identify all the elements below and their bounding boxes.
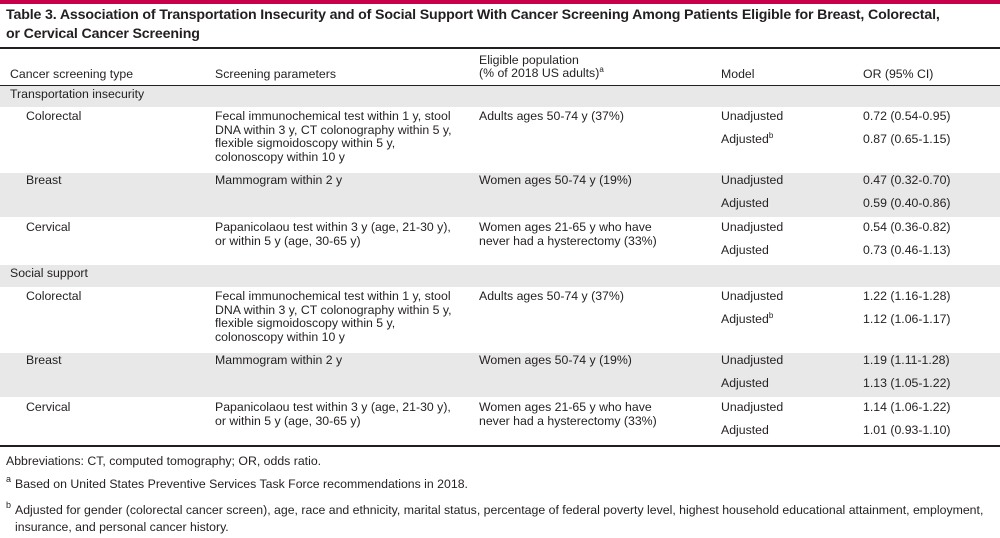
model-cell: Adjustedb [721,131,774,147]
odds-ratio-cell: 0.87 (0.65-1.15) [863,132,951,146]
eligible-population-line: never had a hysterectomy (33%) [479,413,657,428]
screening-parameters-line: Fecal immunochemical test within 1 y, st… [215,109,451,123]
eligible-population-line: Women ages 50-74 y (19%) [479,173,632,187]
odds-ratio-cell: 0.59 (0.40-0.86) [863,196,951,210]
odds-ratio-cell: 1.14 (1.06-1.22) [863,400,951,414]
screening-parameters-line: Papanicolaou test within 3 y (age, 21-30… [215,400,451,414]
row-shading [0,265,1000,287]
odds-ratio-cell: 1.12 (1.06-1.17) [863,312,951,326]
section-label: Social support [10,266,88,280]
eligible-population-line: Women ages 21-65 y who have [479,220,652,234]
model-label: Unadjusted [721,400,784,414]
odds-ratio-cell: 0.47 (0.32-0.70) [863,173,951,187]
row-shading [0,86,1000,107]
model-cell: Unadjusted [721,400,784,415]
table-title-line: or Cervical Cancer Screening [6,26,200,42]
model-cell: Unadjusted [721,220,784,235]
model-cell: Unadjusted [721,109,784,124]
screening-parameters-line: or within 5 y (age, 30-65 y) [215,413,361,428]
model-label: Adjusted [721,132,769,146]
footnote-b-marker: b [6,500,12,510]
header-eligible-population-percent-text: (% of 2018 US adults) [479,66,600,80]
model-cell: Unadjusted [721,173,784,188]
footnote-a-marker: a [599,65,604,74]
screening-parameters-line: Fecal immunochemical test within 1 y, st… [215,289,451,303]
screening-parameters-line: DNA within 3 y, CT colonography within 5… [215,122,452,137]
eligible-population-line: never had a hysterectomy (33%) [479,233,657,248]
cancer-screening-type: Breast [26,353,62,367]
header-rule [0,85,1000,86]
eligible-population-line: Adults ages 50-74 y (37%) [479,109,624,123]
odds-ratio-cell: 1.19 (1.11-1.28) [863,353,950,367]
screening-parameters-line: flexible sigmoidoscopy within 5 y, [215,136,396,151]
odds-ratio-cell: 0.73 (0.46-1.13) [863,243,951,257]
screening-parameters-line: flexible sigmoidoscopy within 5 y, [215,316,396,331]
table-title-line: Table 3. Association of Transportation I… [6,7,940,23]
footnote-b-marker: b [768,131,774,140]
model-cell: Adjusted [721,423,769,438]
model-cell: Unadjusted [721,353,784,368]
model-label: Unadjusted [721,289,784,303]
model-label: Unadjusted [721,173,784,187]
odds-ratio-cell: 1.01 (0.93-1.10) [863,423,951,437]
footnote-a-marker: a [6,474,12,484]
header-model: Model [721,67,755,81]
cancer-screening-type: Cervical [26,220,71,234]
eligible-population-line: Adults ages 50-74 y (37%) [479,289,624,303]
eligible-population-line: Women ages 21-65 y who have [479,400,652,414]
accent-bar [0,0,1000,4]
section-label: Transportation insecurity [10,87,145,101]
model-cell: Adjustedb [721,311,774,327]
screening-parameters-line: colonoscopy within 10 y [215,329,345,344]
model-label: Adjusted [721,196,769,210]
model-cell: Unadjusted [721,289,784,304]
odds-ratio-cell: 0.54 (0.36-0.82) [863,220,951,234]
row-shading [0,353,1000,397]
screening-parameters-line: colonoscopy within 10 y [215,149,345,164]
odds-ratio-cell: 1.13 (1.05-1.22) [863,376,951,390]
cancer-screening-type: Breast [26,173,62,187]
model-label: Unadjusted [721,220,784,234]
model-label: Unadjusted [721,353,784,367]
screening-parameters-line: Mammogram within 2 y [215,173,343,187]
screening-parameters-line: Papanicolaou test within 3 y (age, 21-30… [215,220,451,234]
row-shading [0,173,1000,217]
cancer-screening-type: Colorectal [26,289,82,303]
cancer-screening-type: Colorectal [26,109,82,123]
odds-ratio-cell: 0.72 (0.54-0.95) [863,109,951,123]
screening-parameters-line: Mammogram within 2 y [215,353,343,367]
odds-ratio-cell: 1.22 (1.16-1.28) [863,289,951,303]
model-label: Adjusted [721,243,769,257]
table-title: Table 3. Association of Transportation I… [6,6,994,44]
footnote-b-text: insurance, and personal cancer history. [15,520,229,534]
model-label: Adjusted [721,376,769,390]
header-cancer-screening-type: Cancer screening type [10,67,134,81]
eligible-population-line: Women ages 50-74 y (19%) [479,353,632,367]
model-cell: Adjusted [721,196,769,211]
header-or-95-ci: OR (95% CI) [863,67,934,81]
screening-parameters-line: DNA within 3 y, CT colonography within 5… [215,302,452,317]
model-label: Unadjusted [721,109,784,123]
model-label: Adjusted [721,312,769,326]
cancer-screening-type: Cervical [26,400,71,414]
screening-parameters-line: or within 5 y (age, 30-65 y) [215,233,361,248]
footnote-b-marker: b [768,311,774,320]
header-eligible-population: Eligible population [479,53,579,67]
footnote-b-text: Adjusted for gender (colorectal cancer s… [15,503,984,517]
footnote-a-text: Based on United States Preventive Servic… [15,477,468,491]
header-eligible-population-percent: (% of 2018 US adults)a [479,65,604,81]
title-rule [0,47,1000,49]
header-screening-parameters: Screening parameters [215,67,336,81]
table-bottom-rule [0,445,1000,447]
model-cell: Adjusted [721,243,769,258]
footnote-abbreviations: Abbreviations: CT, computed tomography; … [6,454,322,468]
model-cell: Adjusted [721,376,769,391]
model-label: Adjusted [721,423,769,437]
